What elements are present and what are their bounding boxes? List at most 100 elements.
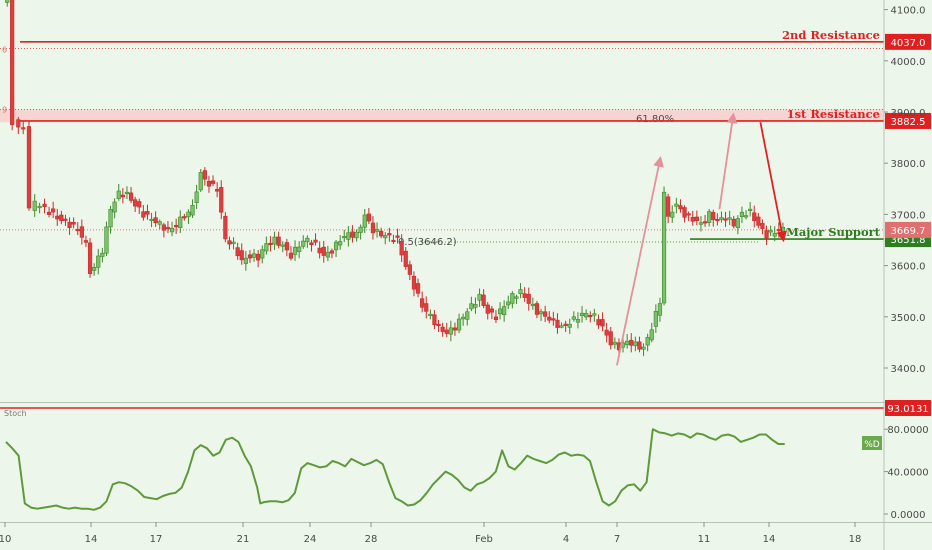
time-tick-label-3: 21 — [237, 534, 250, 545]
time-tick-label-6: Feb — [475, 534, 493, 545]
candle-body — [600, 319, 605, 327]
stoch-tick-label-1: 40.0000 — [887, 468, 928, 479]
candle-body — [633, 341, 638, 346]
candle-body — [657, 303, 663, 316]
candle-body — [702, 221, 708, 224]
candle-body — [174, 225, 179, 228]
candle-body — [592, 313, 597, 316]
time-tick-label-11: 18 — [849, 534, 862, 545]
candle-body — [432, 314, 437, 326]
candle-body — [288, 252, 294, 259]
time-tick-label-8: 7 — [614, 534, 620, 545]
candle-body — [575, 319, 581, 323]
candle-body — [305, 237, 310, 243]
candle-body — [219, 187, 224, 213]
candle-body — [424, 303, 429, 312]
time-tick-label-7: 4 — [563, 534, 569, 545]
candle-body — [608, 331, 613, 346]
candle-body — [485, 304, 490, 314]
candle-body — [407, 264, 412, 275]
trend-arrow-2 — [759, 122, 788, 243]
candle-body — [350, 231, 355, 238]
candle-body — [79, 226, 84, 238]
candle-body — [149, 218, 154, 222]
candle-body — [493, 316, 499, 321]
candle-body — [571, 316, 576, 320]
time-tick-label-2: 17 — [150, 534, 163, 545]
candle-body — [629, 339, 634, 346]
candle-body — [178, 216, 183, 229]
candle-body — [653, 311, 658, 327]
candle-body — [256, 253, 261, 261]
candle-body — [641, 346, 646, 350]
candle-body — [526, 293, 531, 304]
candle-body — [764, 230, 769, 239]
price-tick-label-3: 3700.0 — [891, 210, 926, 221]
fib-61-8-label: 61.80% — [636, 114, 674, 125]
candle-body — [137, 201, 142, 208]
left-edge-fib-label-upper: 6 — [2, 46, 7, 55]
candle-body — [477, 294, 482, 301]
candle-body — [731, 218, 736, 227]
candle-body — [96, 255, 101, 268]
candle-body — [46, 211, 52, 215]
candle-body — [678, 205, 683, 210]
candle-body — [67, 221, 72, 228]
candle-body — [461, 316, 466, 320]
candle-body — [768, 230, 773, 233]
candle-body — [198, 172, 203, 191]
candle-body — [120, 194, 125, 198]
candle-body — [346, 232, 351, 240]
current-price-label: 3669.7 — [891, 226, 926, 237]
price-tick-label-0: 3400.0 — [891, 364, 926, 375]
candle-body — [55, 215, 60, 220]
candle-body — [514, 296, 519, 299]
candle-body — [756, 216, 761, 226]
stoch-title: Stoch — [4, 409, 27, 418]
candle-body — [555, 319, 560, 328]
candle-body — [342, 236, 347, 239]
level-name-1: 1st Resistance — [787, 107, 880, 121]
candle-body — [395, 235, 400, 238]
candle-body — [739, 211, 745, 217]
stoch-line — [5, 428, 785, 511]
candle-body — [153, 217, 158, 224]
stoch-legend-badge-label: %D — [864, 440, 880, 450]
candle-body — [10, 0, 15, 126]
candle-body — [387, 233, 392, 236]
candle-body — [338, 241, 343, 246]
candle-body — [391, 239, 396, 243]
candle-body — [403, 250, 408, 267]
candle-body — [436, 323, 441, 327]
candle-body — [374, 228, 380, 232]
candle-body — [297, 246, 302, 252]
candle-body — [748, 208, 753, 211]
candle-body — [292, 246, 298, 255]
candle-body — [157, 221, 162, 225]
candle-body — [715, 219, 720, 222]
candle-body — [518, 289, 523, 294]
candle-body — [325, 251, 330, 258]
candle-body — [694, 216, 699, 222]
trend-arrow-1 — [718, 112, 738, 210]
level-price-label-2: 3651.8 — [891, 235, 926, 246]
stoch-tick-label-0: 0.0000 — [891, 510, 926, 521]
candle-body — [649, 329, 654, 341]
candle-body — [59, 214, 64, 222]
candle-body — [182, 216, 187, 219]
candle-body — [321, 246, 326, 256]
candle-body — [735, 218, 740, 228]
candle-body — [251, 253, 257, 258]
candle-body — [223, 215, 228, 240]
candle-body — [776, 229, 781, 232]
candle-body — [411, 276, 417, 290]
time-tick-label-9: 11 — [698, 534, 711, 545]
candle-body — [71, 221, 76, 225]
candle-body — [235, 247, 240, 257]
stoch-level-tag — [885, 400, 931, 416]
level-price-label-0: 4037.0 — [891, 38, 926, 49]
candle-body — [674, 203, 679, 207]
